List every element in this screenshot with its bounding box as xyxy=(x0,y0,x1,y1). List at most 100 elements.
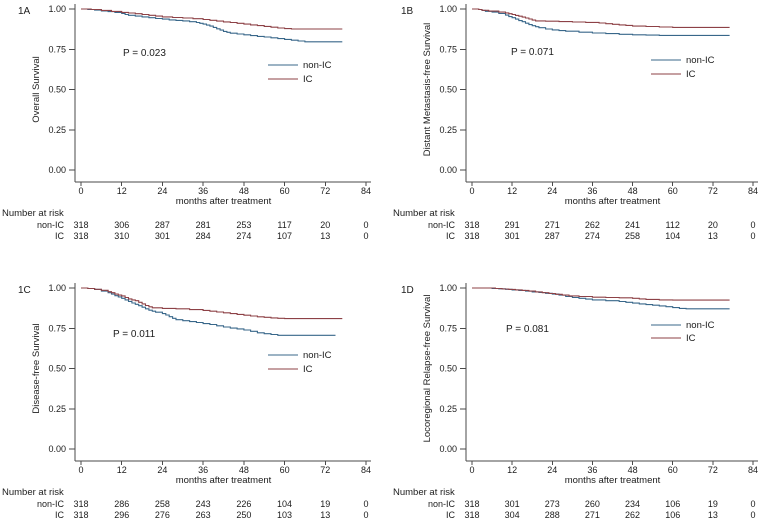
p-value: P = 0.023 xyxy=(123,48,166,59)
risk-value: 104 xyxy=(277,499,292,509)
panel-label: 1C xyxy=(18,285,31,296)
y-tick-label: 0.50 xyxy=(48,364,66,374)
x-tick-label: 0 xyxy=(469,465,474,475)
risk-value: 287 xyxy=(155,220,170,230)
risk-row-label-non-IC: non-IC xyxy=(428,499,456,509)
panel-label: 1A xyxy=(18,6,31,17)
risk-value: 274 xyxy=(585,231,600,241)
risk-value: 262 xyxy=(625,510,640,520)
x-tick-label: 60 xyxy=(280,465,290,475)
x-tick-label: 36 xyxy=(587,465,597,475)
legend-label-IC: IC xyxy=(686,333,696,344)
risk-value: 287 xyxy=(545,231,560,241)
y-tick-label: 0.25 xyxy=(48,125,66,135)
series-line-non-IC xyxy=(472,8,730,36)
series-line-IC xyxy=(81,8,343,30)
risk-value: 260 xyxy=(585,499,600,509)
risk-row-label-non-IC: non-IC xyxy=(428,220,456,230)
x-tick-label: 36 xyxy=(198,186,208,196)
y-tick-label: 0.00 xyxy=(48,444,66,454)
y-axis-label: Overall Survival xyxy=(31,56,42,123)
risk-value: 13 xyxy=(708,510,718,520)
p-value: P = 0.071 xyxy=(511,47,554,58)
risk-value: 274 xyxy=(236,231,251,241)
x-tick-label: 48 xyxy=(239,465,249,475)
y-tick-label: 1.00 xyxy=(48,4,66,14)
number-at-risk-label: Number at risk xyxy=(393,208,455,219)
x-tick-label: 24 xyxy=(547,465,557,475)
x-tick-label: 84 xyxy=(748,465,758,475)
risk-row-label-IC: IC xyxy=(55,231,65,241)
risk-value: 271 xyxy=(585,510,600,520)
p-value: P = 0.081 xyxy=(506,324,549,335)
y-tick-label: 0.00 xyxy=(48,165,66,175)
panel-1D: 1D 0.00 0.25 0.50 0.75 1.00 Locoregional Relap… xyxy=(383,263,765,527)
risk-value: 318 xyxy=(464,220,479,230)
legend-label-non-IC: non-IC xyxy=(686,55,715,66)
x-axis-label: months after treatment xyxy=(565,475,661,486)
panel-1C: 1C 0.00 0.25 0.50 0.75 1.00 Disease-free Survi… xyxy=(0,263,383,527)
risk-value: 318 xyxy=(464,499,479,509)
x-axis-label: months after treatment xyxy=(176,196,272,207)
risk-value: 19 xyxy=(708,499,718,509)
risk-value: 112 xyxy=(666,220,680,230)
risk-value: 262 xyxy=(585,220,600,230)
risk-value: 0 xyxy=(750,510,755,520)
x-tick-label: 72 xyxy=(708,186,718,196)
risk-value: 250 xyxy=(236,510,251,520)
y-tick-label: 0.00 xyxy=(439,444,457,454)
risk-value: 310 xyxy=(114,231,129,241)
y-tick-label: 0.75 xyxy=(439,44,457,54)
risk-value: 19 xyxy=(320,499,330,509)
x-tick-label: 84 xyxy=(361,186,371,196)
risk-value: 103 xyxy=(277,510,292,520)
x-tick-label: 72 xyxy=(320,186,330,196)
risk-value: 318 xyxy=(73,231,88,241)
y-tick-label: 0.25 xyxy=(439,125,457,135)
y-tick-label: 0.50 xyxy=(439,85,457,95)
risk-value: 284 xyxy=(196,231,211,241)
risk-value: 234 xyxy=(625,499,640,509)
risk-value: 104 xyxy=(665,231,680,241)
risk-value: 13 xyxy=(320,231,330,241)
risk-value: 281 xyxy=(196,220,211,230)
x-tick-label: 48 xyxy=(628,465,638,475)
risk-value: 306 xyxy=(114,220,129,230)
x-tick-label: 12 xyxy=(117,465,127,475)
y-tick-label: 1.00 xyxy=(439,283,457,293)
legend-label-IC: IC xyxy=(686,69,696,80)
risk-value: 20 xyxy=(320,220,330,230)
panel-label: 1D xyxy=(401,285,414,296)
risk-value: 0 xyxy=(363,499,368,509)
y-tick-label: 1.00 xyxy=(48,283,66,293)
x-tick-label: 36 xyxy=(198,465,208,475)
risk-value: 0 xyxy=(363,220,368,230)
x-axis-label: months after treatment xyxy=(176,475,272,486)
risk-value: 0 xyxy=(750,499,755,509)
risk-value: 291 xyxy=(505,220,520,230)
panel-1C-chart: 1C 0.00 0.25 0.50 0.75 1.00 Disease-free Survi… xyxy=(2,283,371,520)
series-line-IC xyxy=(81,287,343,320)
y-tick-label: 0.50 xyxy=(48,85,66,95)
legend-label-IC: IC xyxy=(303,74,313,85)
x-tick-label: 60 xyxy=(280,186,290,196)
number-at-risk-label: Number at risk xyxy=(2,487,64,498)
risk-value: 0 xyxy=(750,220,755,230)
number-at-risk-label: Number at risk xyxy=(2,208,64,219)
risk-value: 117 xyxy=(277,220,291,230)
x-tick-label: 0 xyxy=(78,186,83,196)
series-line-non-IC xyxy=(81,287,336,336)
panel-1A-chart: 1A 0.00 0.25 0.50 0.75 1.00 Overall Survival 0 1… xyxy=(2,4,371,241)
risk-row-label-IC: IC xyxy=(446,510,456,520)
risk-value: 258 xyxy=(155,499,170,509)
legend-label-non-IC: non-IC xyxy=(303,350,332,361)
x-tick-label: 48 xyxy=(239,186,249,196)
x-tick-label: 12 xyxy=(507,186,517,196)
series-line-IC xyxy=(472,287,730,301)
y-axis-label: Locoregional Relapse-free Survival xyxy=(422,295,433,443)
risk-value: 301 xyxy=(505,231,520,241)
risk-value: 318 xyxy=(464,231,479,241)
y-axis-label: Distant Metastasis-free Survival xyxy=(422,23,433,157)
y-tick-label: 0.25 xyxy=(48,404,66,414)
risk-value: 107 xyxy=(277,231,292,241)
